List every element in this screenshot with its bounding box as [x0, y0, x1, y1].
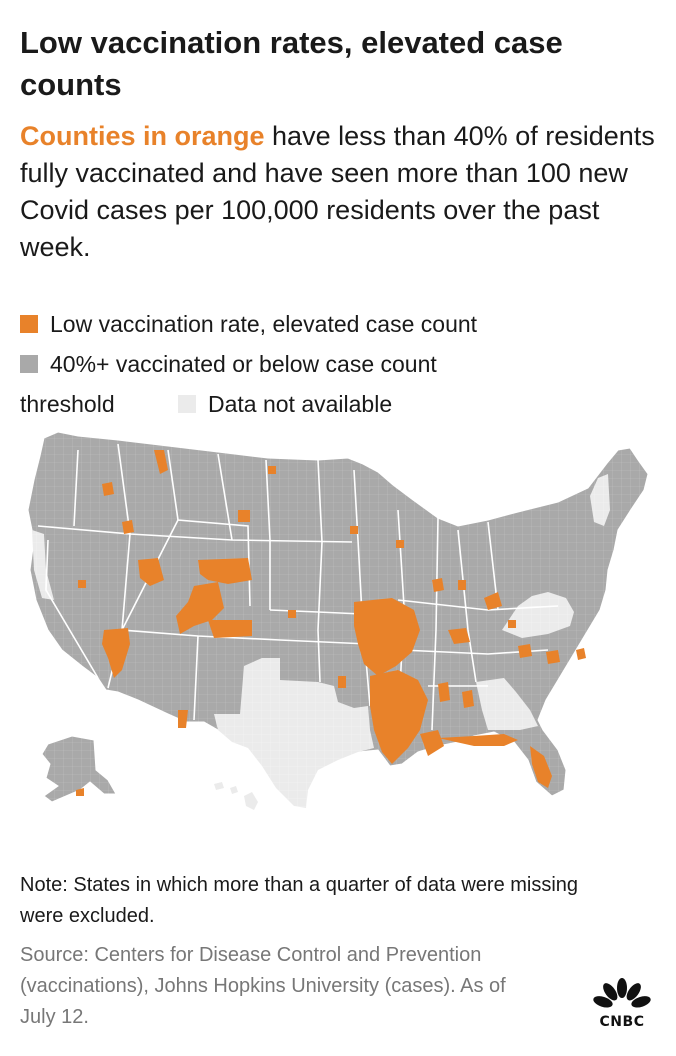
- legend-label-vaccinated: 40%+ vaccinated or below case count: [50, 351, 437, 377]
- orange-nevada-az: [102, 628, 130, 678]
- us-county-map: [27, 431, 649, 810]
- orange-utah: [176, 582, 224, 634]
- legend-swatch-gray: [20, 355, 38, 373]
- orange-arkansas-louisiana: [370, 670, 428, 764]
- orange-alaska: [76, 788, 84, 796]
- na-vermont-nh: [590, 474, 610, 526]
- legend-swatch-na: [178, 395, 196, 413]
- na-georgia: [476, 678, 538, 730]
- legend-swatch-orange: [20, 315, 38, 333]
- orange-idaho: [154, 450, 168, 474]
- orange-gulf-coast: [438, 734, 518, 746]
- subtitle-text: have less than 40% of residents fully va…: [20, 121, 655, 262]
- cnbc-logo: CNBC: [586, 978, 658, 1030]
- legend: Low vaccination rate, elevated case coun…: [20, 304, 660, 417]
- legend-label-low-vaccination: Low vaccination rate, elevated case coun…: [50, 311, 478, 337]
- na-texas-oklahoma: [214, 658, 374, 808]
- orange-counties: [78, 450, 586, 788]
- subtitle-highlight: Counties in orange: [20, 121, 265, 151]
- footnote: Note: States in which more than a quarte…: [20, 874, 579, 927]
- orange-florida: [530, 746, 552, 788]
- logo-wordmark: CNBC: [599, 1014, 645, 1030]
- legend-label-vaccinated-cont: threshold: [20, 391, 115, 417]
- orange-wyoming: [198, 558, 252, 584]
- na-california-coast: [32, 530, 54, 600]
- legend-label-not-available: Data not available: [208, 391, 393, 417]
- chart-subtitle: Counties in orange have less than 40% of…: [20, 118, 656, 266]
- source-text: Source: Centers for Disease Control and …: [20, 944, 506, 1028]
- legend-item-not-available: Data not available: [178, 384, 392, 424]
- legend-item-low-vaccination: Low vaccination rate, elevated case coun…: [20, 304, 660, 344]
- peacock-icon: [586, 978, 658, 1014]
- chart-title: Low vaccination rates, elevated case cou…: [20, 25, 563, 102]
- orange-missouri-arkansas: [354, 598, 420, 676]
- hawaii: [214, 782, 258, 810]
- na-virginia: [502, 592, 574, 638]
- legend-item-vaccinated: 40%+ vaccinated or below case count: [20, 344, 660, 384]
